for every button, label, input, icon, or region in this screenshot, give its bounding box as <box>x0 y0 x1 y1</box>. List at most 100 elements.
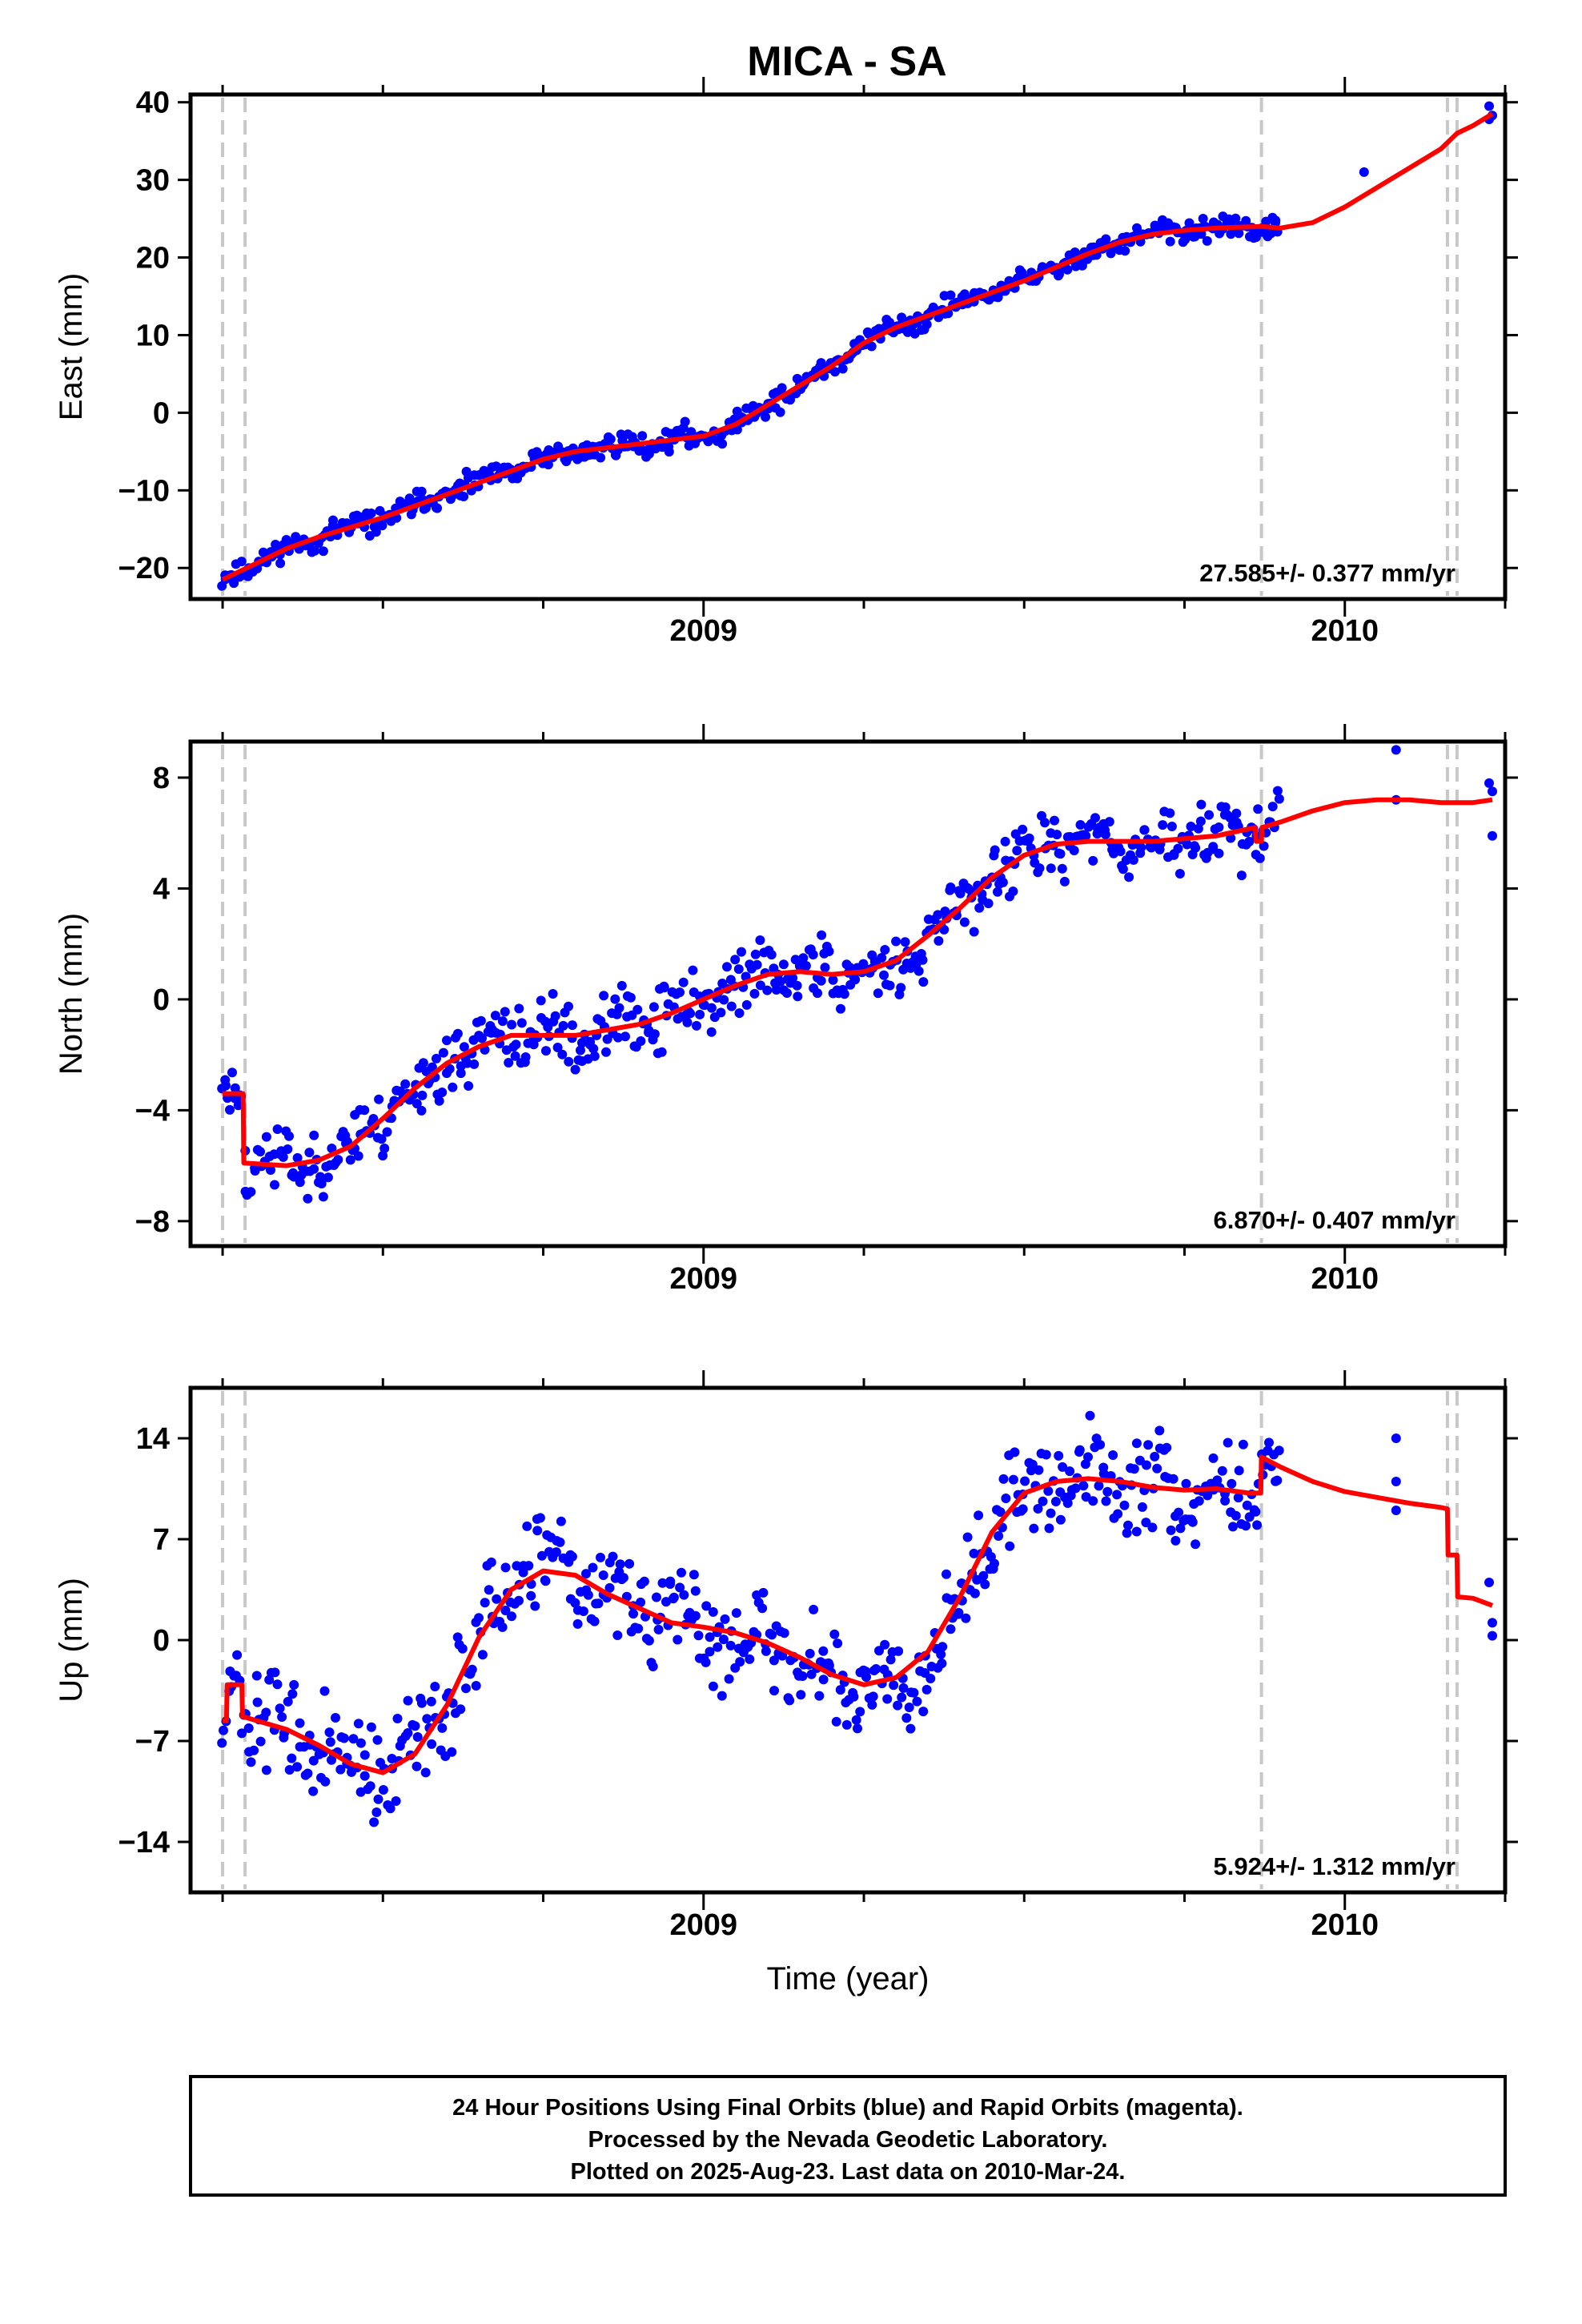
data-point <box>831 1716 841 1727</box>
data-point <box>1252 1520 1263 1530</box>
data-point <box>861 1672 871 1683</box>
data-point <box>677 1567 686 1578</box>
data-point <box>355 1738 366 1748</box>
data-point <box>359 1105 370 1116</box>
data-point <box>536 1550 547 1561</box>
data-point <box>289 1679 299 1690</box>
data-point <box>1008 887 1018 896</box>
data-point <box>771 985 781 995</box>
data-point <box>372 1735 383 1745</box>
data-point <box>432 503 443 513</box>
data-point <box>278 1152 288 1162</box>
east-rate-label: 27.585+/- 0.377 mm/yr <box>1199 559 1456 587</box>
data-point <box>292 1762 303 1772</box>
data-point <box>1236 870 1247 881</box>
data-point <box>377 521 387 531</box>
data-point <box>325 1737 335 1747</box>
data-point <box>614 1003 624 1013</box>
caption-line-2: Processed by the Nevada Geodetic Laborat… <box>588 2127 1108 2153</box>
data-point <box>778 959 789 970</box>
data-point <box>353 1151 363 1161</box>
data-point <box>318 546 328 557</box>
data-point <box>420 1767 431 1778</box>
y-tick-label: 0 <box>153 1624 170 1658</box>
data-point <box>921 1684 932 1695</box>
x-tick-label: 2010 <box>1311 614 1379 648</box>
data-point <box>567 1551 577 1562</box>
data-point <box>954 1607 964 1618</box>
data-point <box>1484 101 1494 111</box>
data-point <box>1059 876 1070 887</box>
data-point <box>261 1707 271 1718</box>
data-point <box>400 1079 411 1089</box>
data-point <box>520 1052 531 1062</box>
data-point <box>548 989 558 999</box>
data-point <box>779 1628 789 1638</box>
data-point <box>1108 1450 1118 1460</box>
data-point <box>437 1088 448 1097</box>
data-point <box>1191 1539 1201 1550</box>
data-point <box>612 1630 623 1640</box>
data-point <box>438 1047 448 1058</box>
data-point <box>1062 264 1073 275</box>
data-point <box>518 1567 528 1578</box>
data-point <box>295 1718 305 1728</box>
data-point <box>665 1579 675 1589</box>
data-point <box>1040 818 1050 828</box>
data-point <box>1095 1440 1106 1449</box>
data-point <box>339 1733 349 1743</box>
data-point <box>403 1695 413 1706</box>
data-point <box>577 1038 587 1048</box>
data-point <box>328 515 338 525</box>
data-point <box>652 1592 661 1602</box>
data-point <box>557 1049 568 1059</box>
data-point <box>946 883 956 892</box>
data-point <box>653 1624 664 1634</box>
data-point <box>673 1634 683 1645</box>
data-point <box>693 1630 704 1641</box>
data-point <box>902 327 913 337</box>
data-point <box>283 1696 293 1707</box>
data-point <box>1020 1476 1030 1486</box>
data-point <box>1154 1425 1165 1436</box>
data-point <box>659 983 669 993</box>
data-point <box>1101 234 1111 244</box>
data-point <box>648 1662 658 1671</box>
y-tick-label: 7 <box>153 1523 170 1557</box>
caption-line-1: 24 Hour Positions Using Final Orbits (bl… <box>452 2095 1243 2121</box>
data-point <box>1050 815 1059 826</box>
data-point <box>716 1007 726 1018</box>
data-point <box>551 1547 561 1558</box>
north-panel: −8 −4 0 4 8 2009 2010 North (mm) 6.870+/- 0.407 … <box>54 724 1518 1296</box>
data-point <box>1391 1506 1401 1515</box>
data-point <box>722 962 732 972</box>
data-point <box>1233 1493 1243 1503</box>
data-point <box>229 578 239 589</box>
data-point <box>913 966 924 976</box>
data-point <box>879 970 889 980</box>
data-point <box>867 1699 877 1710</box>
data-point <box>333 1155 343 1165</box>
data-point <box>452 1028 463 1039</box>
data-point <box>679 1590 689 1600</box>
data-point <box>459 492 469 501</box>
data-point <box>1136 842 1146 853</box>
data-point <box>1231 1510 1241 1521</box>
data-point <box>457 1643 468 1654</box>
data-point <box>758 1587 769 1598</box>
data-point <box>745 1654 755 1664</box>
data-point <box>1253 804 1263 814</box>
data-point <box>249 1745 259 1755</box>
data-point <box>917 955 928 965</box>
data-point <box>232 1650 243 1660</box>
data-point <box>1139 825 1150 835</box>
data-point <box>689 1570 699 1580</box>
data-point <box>762 985 773 995</box>
data-point <box>219 1725 228 1735</box>
caption-frame <box>189 2075 1507 2197</box>
data-point <box>1090 813 1100 823</box>
data-point <box>934 935 944 946</box>
caption-line-3: Plotted on 2025-Aug-23. Last data on 201… <box>571 2159 1126 2185</box>
data-point <box>1166 822 1177 831</box>
data-point <box>1238 1439 1248 1449</box>
